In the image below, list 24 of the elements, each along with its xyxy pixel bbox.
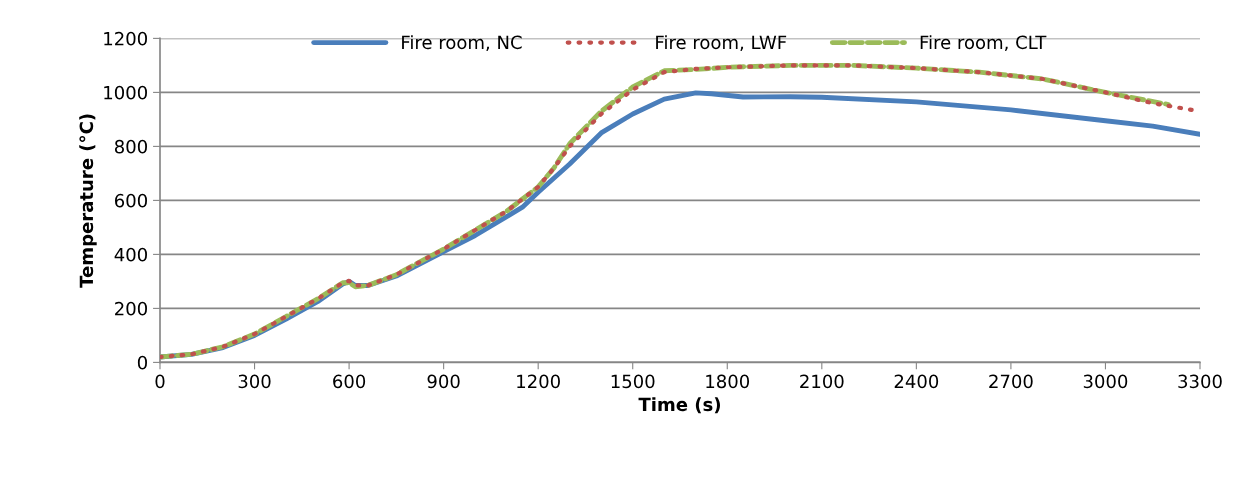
x-tick-label: 600 xyxy=(333,374,366,389)
y-tick-label: 400 xyxy=(114,247,147,262)
y-tick-label: 1000 xyxy=(104,85,147,100)
x-tick-label: 3300 xyxy=(1178,374,1222,389)
x-tick-label: 2700 xyxy=(989,374,1033,389)
legend-label: Fire room, NC xyxy=(402,35,522,52)
x-tick-label: 3000 xyxy=(1083,374,1128,389)
y-tick-label: 200 xyxy=(115,301,147,316)
y-tick-label: 600 xyxy=(114,193,147,208)
x-tick-label: 1200 xyxy=(517,374,560,389)
y-tick-label: 1200 xyxy=(104,31,147,46)
x-tick-label: 2100 xyxy=(800,374,844,389)
x-tick-label: 2400 xyxy=(894,374,939,389)
legend-label: Fire room, LWF xyxy=(656,35,787,52)
y-tick-label: 800 xyxy=(114,139,147,154)
y-tick-label: 0 xyxy=(137,355,147,370)
x-axis-title: Time (s) xyxy=(638,397,720,414)
x-tick-label: 0 xyxy=(155,374,165,389)
x-tick-label: 1800 xyxy=(706,374,750,389)
legend-label: Fire room, CLT xyxy=(920,35,1047,52)
x-tick-label: 900 xyxy=(427,374,460,389)
x-tick-label: 300 xyxy=(238,374,271,389)
y-axis-title: Temperature (°C) xyxy=(79,114,97,288)
x-tick-label: 1500 xyxy=(611,374,655,389)
